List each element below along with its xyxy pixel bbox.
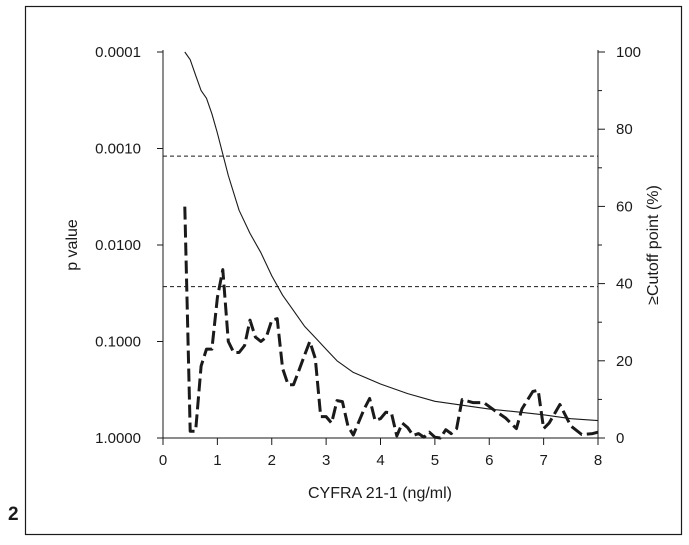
y-axis-title: p value [64,219,81,271]
figure-frame [24,5,683,536]
y2-tick-label: 80 [616,121,633,138]
y-tick-label: 0.0001 [95,44,141,61]
x-tick-label: 0 [159,452,167,469]
y2-tick-label: 0 [616,430,624,447]
panel-label: 2 [8,504,19,525]
x-tick-label: 2 [268,452,276,469]
y-tick-label: 0.0100 [95,237,141,254]
y-tick-label: 0.1000 [95,334,141,351]
x-tick-label: 3 [322,452,330,469]
y2-axis-title: ≥Cutoff point (%) [645,185,662,305]
x-tick-label: 1 [213,452,221,469]
x-tick-label: 5 [431,452,439,469]
y-tick-label: 0.0010 [95,141,141,158]
series-group [183,51,599,440]
p-value-line [183,206,599,440]
reference-lines [163,155,598,288]
x-tick-label: 4 [376,452,384,469]
y2-tick-label: 40 [616,276,633,293]
y-tick-label: 1.0000 [95,430,141,447]
y2-tick-label: 20 [616,353,633,370]
x-tick-label: 8 [594,452,602,469]
cutoff-percent-line [184,51,599,422]
x-tick-label: 6 [485,452,493,469]
y2-tick-label: 100 [616,44,641,61]
y2-tick-label: 60 [616,198,633,215]
x-tick-label: 7 [539,452,547,469]
x-axis-title: CYFRA 21-1 (ng/ml) [308,485,452,502]
